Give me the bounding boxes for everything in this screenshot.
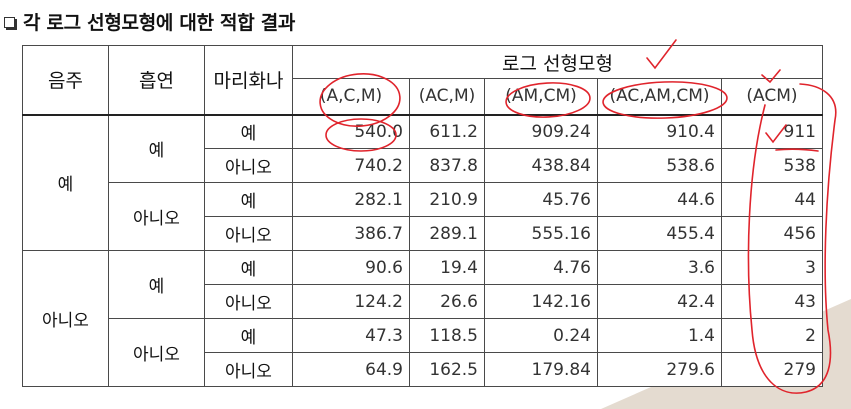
marijuana-label: 예 (204, 318, 293, 353)
cell: 837.8 (409, 148, 485, 183)
marijuana-label: 아니오 (204, 148, 293, 183)
col-header-3: (AM,CM) (484, 78, 598, 116)
smoke-no: 아니오 (108, 182, 205, 251)
smoke-yes: 예 (108, 250, 205, 319)
cell: 3 (721, 250, 823, 285)
col-header-4: (AC,AM,CM) (597, 78, 722, 116)
cell: 210.9 (409, 182, 485, 217)
smoke-no: 아니오 (108, 318, 205, 387)
cell: 3.6 (597, 250, 722, 285)
cell: 538.6 (597, 148, 722, 183)
table-row: 아니오 예 예 90.6 19.4 4.76 3.6 3 (22, 250, 823, 387)
col-header-5: (ACM) (721, 78, 823, 116)
cell: 47.3 (292, 318, 410, 353)
col-header-1: (A,C,M) (292, 78, 410, 116)
table-row: 아니오 예 282.1 210.9 45.76 44.6 44 (23, 182, 823, 251)
cell: 44 (721, 182, 823, 217)
cell: 26.6 (409, 284, 485, 319)
cell: 118.5 (409, 318, 485, 353)
cell: 611.2 (409, 114, 485, 149)
cell: 179.84 (484, 352, 598, 387)
table-row: 아니오 예 47.3 118.5 0.24 1.4 2 (23, 318, 823, 387)
cell: 44.6 (597, 182, 722, 217)
title-row: 각 로그 선형모형에 대한 적합 결과 (4, 7, 295, 35)
cell: 64.9 (292, 352, 410, 387)
cell: 555.16 (484, 216, 598, 251)
table-row: 예 예 예 540.0 611.2 909.24 910.4 911 (22, 114, 823, 251)
cell: 911 (721, 114, 823, 149)
drink-yes: 예 (22, 114, 109, 251)
cell: 2 (721, 318, 823, 353)
cell: 42.4 (597, 284, 722, 319)
square-bullet-icon (4, 17, 15, 28)
marijuana-label: 예 (204, 250, 293, 285)
cell: 0.24 (484, 318, 598, 353)
cell: 19.4 (409, 250, 485, 285)
cell: 162.5 (409, 352, 485, 387)
marijuana-label: 예 (204, 182, 293, 217)
cell: 438.84 (484, 148, 598, 183)
header-loglinear-model: 로그 선형모형 (292, 45, 823, 79)
cell: 43 (721, 284, 823, 319)
cell: 909.24 (484, 114, 598, 149)
cell: 455.4 (597, 216, 722, 251)
cell: 90.6 (292, 250, 410, 285)
cell: 4.76 (484, 250, 598, 285)
header-smoke: 흡연 (108, 45, 205, 116)
cell: 386.7 (292, 216, 410, 251)
cell: 282.1 (292, 182, 410, 217)
loglinear-fit-table: 음주 흡연 마리화나 로그 선형모형 (A,C,M) (AC,M) (AM,CM… (22, 45, 823, 387)
cell: 910.4 (597, 114, 722, 149)
marijuana-label: 아니오 (204, 352, 293, 387)
cell: 538 (721, 148, 823, 183)
marijuana-label: 예 (204, 114, 293, 149)
col-header-2: (AC,M) (409, 78, 485, 116)
cell: 740.2 (292, 148, 410, 183)
cell: 289.1 (409, 216, 485, 251)
cell: 279.6 (597, 352, 722, 387)
header-marijuana: 마리화나 (204, 45, 293, 116)
cell: 142.16 (484, 284, 598, 319)
cell: 124.2 (292, 284, 410, 319)
cell: 1.4 (597, 318, 722, 353)
marijuana-label: 아니오 (204, 284, 293, 319)
cell: 45.76 (484, 182, 598, 217)
header-drink: 음주 (22, 45, 109, 116)
cell: 456 (721, 216, 823, 251)
slide-title: 각 로그 선형모형에 대한 적합 결과 (23, 11, 296, 34)
marijuana-label: 아니오 (204, 216, 293, 251)
cell: 279 (721, 352, 823, 387)
drink-no: 아니오 (22, 250, 109, 387)
cell: 540.0 (292, 114, 410, 149)
smoke-yes: 예 (108, 114, 205, 183)
